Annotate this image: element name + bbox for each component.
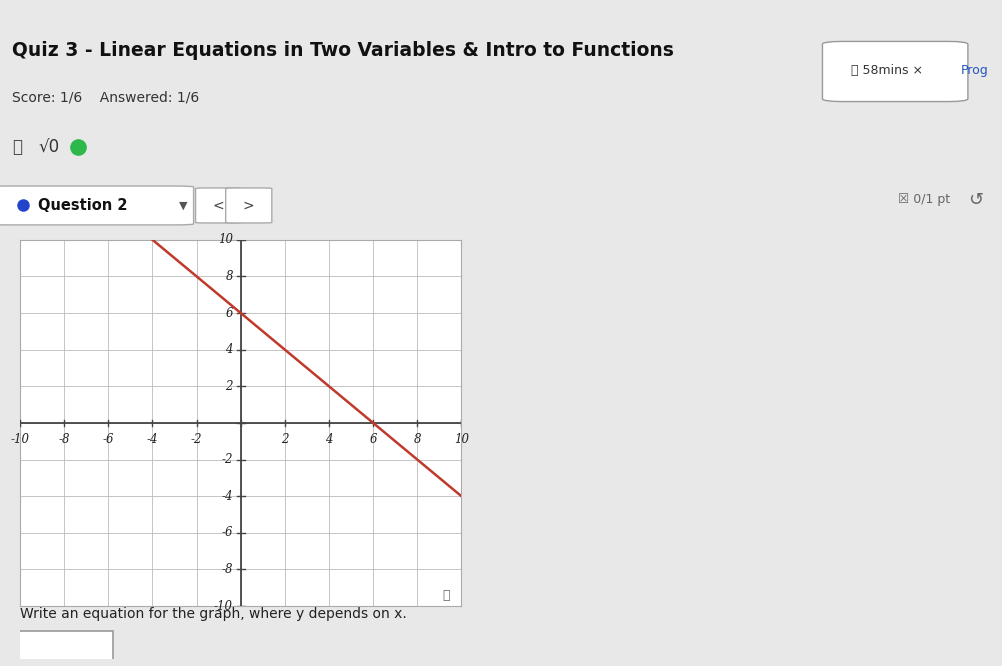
Text: -2: -2 bbox=[190, 433, 202, 446]
Text: ⏱ 58mins ×: ⏱ 58mins × bbox=[850, 65, 922, 77]
Text: 2: 2 bbox=[225, 380, 232, 393]
Text: Quiz 3 - Linear Equations in Two Variables & Intro to Functions: Quiz 3 - Linear Equations in Two Variabl… bbox=[12, 41, 673, 61]
Text: ▼: ▼ bbox=[178, 200, 186, 210]
Text: 🔍: 🔍 bbox=[442, 589, 449, 601]
Text: 4: 4 bbox=[325, 433, 333, 446]
Text: 6: 6 bbox=[369, 433, 377, 446]
Text: -4: -4 bbox=[221, 490, 232, 503]
FancyBboxPatch shape bbox=[0, 186, 193, 225]
Text: -8: -8 bbox=[221, 563, 232, 576]
Text: 8: 8 bbox=[225, 270, 232, 283]
Text: Write an equation for the graph, where y depends on x.: Write an equation for the graph, where y… bbox=[20, 607, 407, 621]
Text: ↺: ↺ bbox=[967, 190, 982, 208]
Text: -10: -10 bbox=[213, 599, 232, 613]
Text: 6: 6 bbox=[225, 306, 232, 320]
Text: 4: 4 bbox=[225, 343, 232, 356]
Text: >: > bbox=[242, 198, 255, 212]
Text: 2: 2 bbox=[281, 433, 289, 446]
Text: 10: 10 bbox=[217, 233, 232, 246]
Text: -2: -2 bbox=[221, 453, 232, 466]
Text: -10: -10 bbox=[11, 433, 29, 446]
Text: -6: -6 bbox=[102, 433, 114, 446]
Text: 8: 8 bbox=[413, 433, 421, 446]
Text: Score: 1/6    Answered: 1/6: Score: 1/6 Answered: 1/6 bbox=[12, 90, 199, 104]
Text: -8: -8 bbox=[58, 433, 70, 446]
Text: Question 2: Question 2 bbox=[38, 198, 127, 213]
Text: √0: √0 bbox=[38, 139, 59, 157]
Text: ☒ 0/1 pt: ☒ 0/1 pt bbox=[897, 193, 949, 206]
Text: -6: -6 bbox=[221, 526, 232, 539]
FancyBboxPatch shape bbox=[16, 631, 112, 660]
FancyBboxPatch shape bbox=[225, 188, 272, 223]
Text: <: < bbox=[212, 198, 224, 212]
Text: -4: -4 bbox=[146, 433, 158, 446]
Text: ⎙: ⎙ bbox=[12, 139, 22, 157]
FancyBboxPatch shape bbox=[822, 41, 967, 102]
Text: Prog: Prog bbox=[960, 65, 988, 77]
FancyBboxPatch shape bbox=[195, 188, 241, 223]
Text: 10: 10 bbox=[454, 433, 468, 446]
